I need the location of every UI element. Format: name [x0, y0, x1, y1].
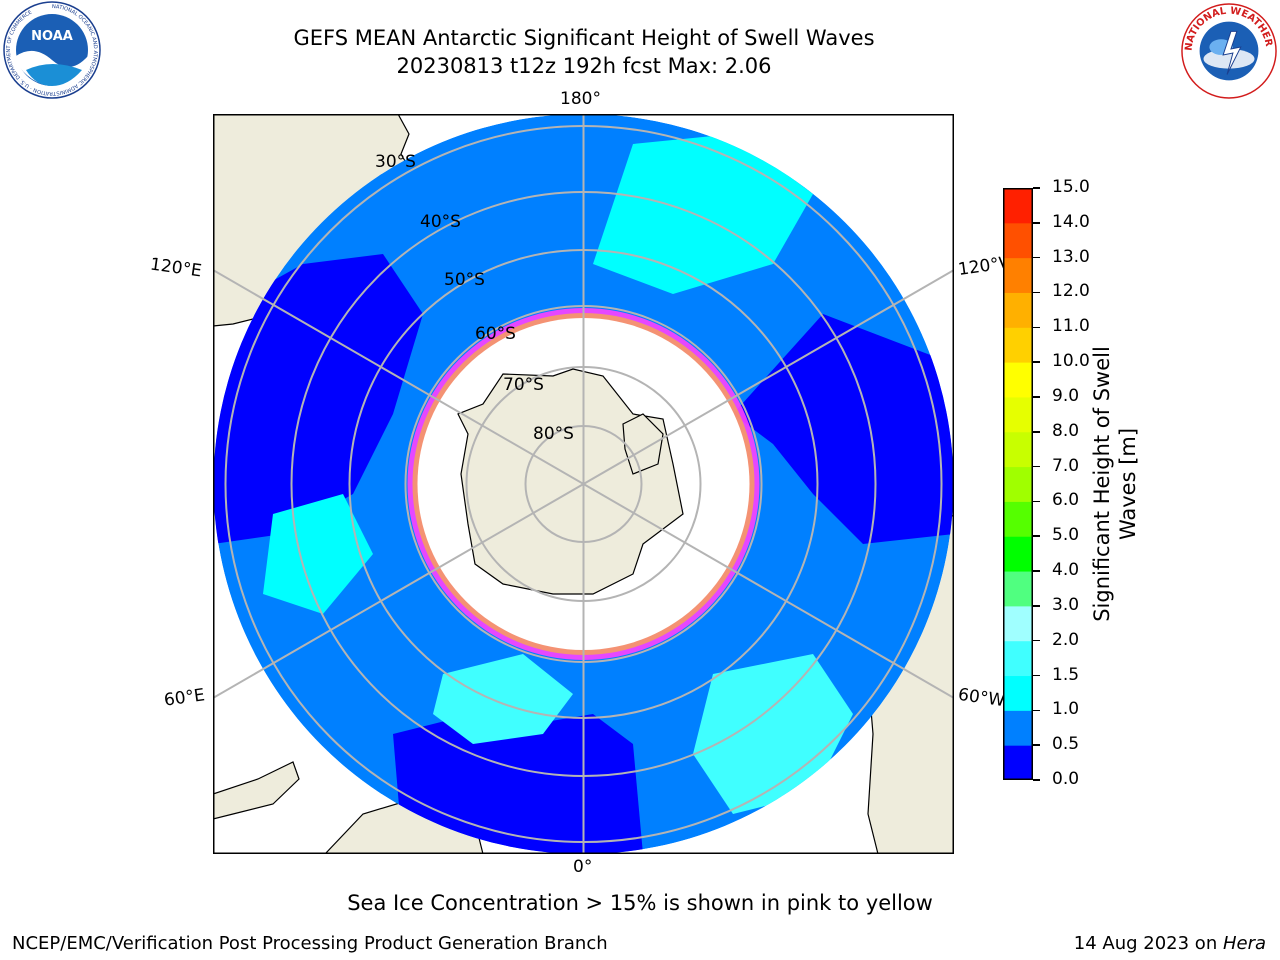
colorbar-bin [1003, 362, 1033, 398]
polar-map [213, 114, 954, 854]
footer-date-text: 14 Aug 2023 on [1073, 933, 1223, 954]
colorbar-tick-mark [1033, 361, 1040, 363]
colorbar-tick-label: 13.0 [1052, 246, 1090, 267]
colorbar-tick-mark [1033, 674, 1040, 677]
colorbar [1003, 188, 1033, 780]
colorbar-tick-mark [1033, 605, 1040, 607]
colorbar-bin [1003, 431, 1033, 468]
colorbar-tick-label: 10.0 [1052, 351, 1090, 372]
sea-ice-note: Sea Ice Concentration > 15% is shown in … [347, 891, 933, 915]
swell-band-high-southeast [693, 654, 853, 814]
lat-label-30s: 30°S [375, 152, 416, 172]
colorbar-tick-mark [1033, 187, 1040, 189]
colorbar-tick-mark [1033, 222, 1040, 224]
land-antarctic-peninsula [622, 413, 664, 475]
lon-label-0: 0° [573, 857, 593, 877]
colorbar-tick-label: 0.5 [1052, 734, 1080, 755]
colorbar-tick-label: 3.0 [1052, 594, 1080, 615]
lon-label-60e: 60°E [162, 685, 207, 711]
colorbar-tick-mark [1033, 779, 1040, 781]
colorbar-bin [1003, 396, 1033, 433]
colorbar-bin [1003, 675, 1033, 711]
colorbar-bin [1003, 745, 1033, 780]
colorbar-tick-label: 4.0 [1052, 560, 1080, 581]
colorbar-bin [1003, 571, 1033, 607]
lat-label-50s: 50°S [444, 270, 485, 290]
colorbar-tick-label: 2.0 [1052, 629, 1080, 650]
colorbar-bin [1003, 222, 1033, 259]
colorbar-label-line1: Significant Height of Swell [1090, 346, 1114, 622]
colorbar-bin [1003, 710, 1033, 746]
colorbar-tick-label: 7.0 [1052, 455, 1080, 476]
swell-band-high-west [263, 494, 373, 614]
footer-credit: NCEP/EMC/Verification Post Processing Pr… [12, 933, 608, 954]
colorbar-tick-label: 1.5 [1052, 664, 1080, 685]
lat-label-70s: 70°S [503, 375, 544, 395]
colorbar-tick-label: 15.0 [1052, 177, 1090, 197]
land-africa [213, 761, 300, 820]
swell-band-high-southwest [433, 654, 573, 744]
colorbar-tick-mark [1033, 709, 1040, 712]
swell-band-high-north [593, 134, 813, 294]
colorbar-tick-label: 11.0 [1052, 316, 1090, 337]
colorbar-tick-label: 8.0 [1052, 420, 1080, 441]
graticule [213, 114, 954, 854]
swell-band-low-west [213, 254, 423, 544]
colorbar-label-line2: Waves [m] [1116, 427, 1140, 541]
colorbar-bin [1003, 327, 1033, 363]
colorbar-tick-mark [1033, 744, 1040, 746]
lat-label-80s: 80°S [533, 424, 574, 444]
colorbar-tick-mark [1033, 465, 1040, 468]
colorbar-bin [1003, 501, 1033, 537]
colorbar-tick-label: 9.0 [1052, 385, 1080, 406]
colorbar-bin [1003, 536, 1033, 572]
colorbar-tick-label: 6.0 [1052, 490, 1080, 511]
meridian-60E-120W [213, 269, 954, 699]
colorbar-bin [1003, 257, 1033, 293]
colorbar-tick-mark [1033, 256, 1040, 259]
colorbar-tick-mark [1033, 291, 1040, 294]
noaa-logo: NOAA NATIONAL OCEANIC AND ATMOSPHERIC AD… [3, 1, 101, 99]
colorbar-tick-mark [1033, 500, 1040, 503]
colorbar-tick-mark [1033, 431, 1040, 433]
colorbar-tick-mark [1033, 396, 1040, 398]
colorbar-tick-mark [1033, 535, 1040, 537]
map-border [213, 114, 954, 854]
colorbar-tick-label: 14.0 [1052, 211, 1090, 232]
colorbar-bin [1003, 188, 1033, 224]
colorbar-tick-label: 12.0 [1052, 281, 1090, 302]
colorbar-tick-label: 5.0 [1052, 525, 1080, 546]
chart-title: GEFS MEAN Antarctic Significant Height o… [293, 26, 875, 50]
colorbar-bin [1003, 640, 1033, 677]
nws-logo: NATIONAL WEATHER SERVICE [1180, 2, 1277, 99]
colorbar-tick-mark [1033, 639, 1040, 642]
lon-label-180: 180° [560, 89, 601, 109]
lon-label-60w: 60°W [956, 684, 1007, 712]
colorbar-label: Significant Height of Swell Waves [m] [1089, 346, 1141, 622]
colorbar-bin [1003, 605, 1033, 642]
colorbar-tick-label: 0.0 [1052, 769, 1080, 789]
colorbar-border [1003, 188, 1033, 780]
lon-label-120e: 120°E [148, 254, 203, 282]
noaa-logo-text: NOAA [31, 29, 73, 44]
chart-subtitle: 20230813 t12z 192h fcst Max: 2.06 [396, 54, 772, 78]
colorbar-tick-mark [1033, 326, 1040, 329]
colorbar-tick-mark [1033, 570, 1040, 572]
footer-machine: Hera [1222, 933, 1266, 954]
colorbar-bin [1003, 292, 1033, 328]
lat-label-40s: 40°S [420, 212, 461, 232]
colorbar-bin [1003, 466, 1033, 502]
colorbar-tick-label: 1.0 [1052, 699, 1080, 720]
lat-label-60s: 60°S [475, 324, 516, 344]
footer-date: 14 Aug 2023 on Hera [1074, 933, 1266, 954]
